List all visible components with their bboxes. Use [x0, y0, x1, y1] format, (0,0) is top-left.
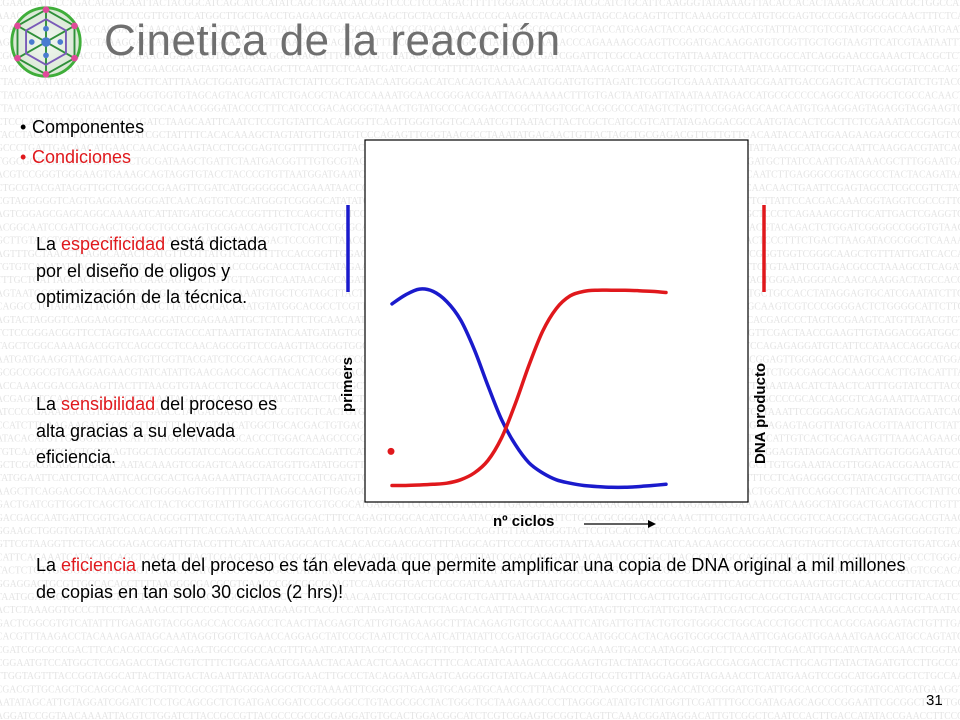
- paragraph-eficiencia: La eficiencia neta del proceso es tán el…: [36, 552, 916, 606]
- background-sequence-row: GGAAGCTGGGTGGTAATATCGAACAAGGTTTTCACGAAAA…: [0, 525, 960, 537]
- background-sequence-row: CACGTTTAAGACCTACAAAGAATAGCAAATAGGTGGTCTG…: [0, 631, 960, 643]
- bullet-condiciones-label: Condiciones: [32, 147, 132, 167]
- bullet-dot: •: [20, 147, 27, 167]
- chart-frame: [364, 139, 749, 503]
- highlight-eficiencia: eficiencia: [61, 555, 137, 575]
- background-sequence-row: AGGCTAAAGTGAAACTAAAGGACCACAGGGTCTGGAACGT…: [0, 37, 960, 49]
- paragraph-text: La: [36, 394, 62, 414]
- background-sequence-row: TTAATCTCTACCGGTCAACGCCCTCGCACAACGGGATACC…: [0, 103, 960, 115]
- product-curve: [390, 288, 668, 488]
- background-sequence-row: GGAGGACTGCGTTGCCACACCTTTTAAGGGCGACGCGTCA…: [0, 578, 960, 590]
- background-sequence-row: TACCTACCGTCTTTGCGTATTCATCGCTATTTTCACACAA…: [0, 129, 960, 141]
- background-sequence-row: GACTCGGCGTGTCATATTTTGAGATGTACGGAGCCACCGA…: [0, 617, 960, 629]
- background-sequence-row: CGGAGAATGAAGACCTGGTCCAAACCGAATCCGTAATATA…: [0, 50, 960, 62]
- y-axis-label-product: DNA producto: [752, 363, 769, 464]
- bullet-componentes: • Componentes: [20, 117, 144, 138]
- x-axis-label: nº ciclos: [493, 513, 554, 530]
- background-sequence-row: AATATAGCATTGTAGGATCGGATCTCCTGCAGCGCTCTGA…: [0, 697, 960, 709]
- bullet-componentes-label: Componentes: [32, 117, 145, 137]
- background-sequence-row: ACTCTAAAGGTGCCCTTCCTACAAAGCCTTCCCGCTCGGA…: [0, 604, 960, 616]
- background-sequence-row: TACTCTGTTGCGGATGCTATAGGTTCGGCTGATCTCCCCG…: [0, 565, 960, 577]
- background-sequence-row: CGATCGGCGCCGACTTCACACGCCGGCAAGACTGGCCGGC…: [0, 644, 960, 656]
- background-sequence-row: CTCCCATATGAACAGCCGCCAAGATCTAAGCAATTCAATC…: [0, 116, 960, 128]
- y-axis-label-primers: primers: [339, 357, 356, 412]
- highlight-sensibilidad: sensibilidad: [61, 394, 156, 414]
- paragraph-text: neta del proceso es tán elevada que perm…: [36, 555, 906, 602]
- pcr-kinetics-chart: primers DNA producto nº ciclos: [339, 139, 769, 530]
- background-sequence-row: CGACGTTGCAGCTGCAGGCACAGCTGTTCCGCCGTTAGGG…: [0, 683, 960, 695]
- background-sequence-row: AGGATCCGGTAACAAAATTACGTCTGGATCTTACCGCCGT…: [0, 710, 960, 720]
- background-sequence-row: CATTCACAAATCATACTGCAGCTCAGCTTTTAGTCGAGCT…: [0, 551, 960, 563]
- paragraph-especificidad: La especificidad está dictada por el dis…: [36, 231, 298, 311]
- background-sequence-row: GTTCGTAAGGTTCTGCAGCGAGACGGATTGTACGTTTCAT…: [0, 538, 960, 550]
- x-axis-arrow-head: [648, 520, 656, 528]
- background-sequence-row: CGAACGATGCCTGACAGAGCAATTACTACGGCATCAGCAT…: [0, 0, 960, 9]
- chart-series-group: [387, 287, 668, 490]
- background-sequence-row: AAACAGCCGTGCATGCTGCTTCCGTTGTGTCATGGCTTGC…: [0, 10, 960, 22]
- page-title: Cinetica de la reacción: [104, 16, 561, 65]
- paragraph-sensibilidad: La sensibilidad del proceso es alta grac…: [36, 391, 298, 471]
- page-number: 31: [926, 692, 943, 709]
- highlight-especificidad: especificidad: [61, 234, 166, 254]
- paragraph-text: está dictada por el diseño de oligos y o…: [36, 234, 268, 307]
- initial-template-point: [387, 447, 395, 455]
- background-sequence-row: TTGGTAGTTTACCGGTAGGCATTACTTATGACTAGAATTA…: [0, 670, 960, 682]
- bullet-dot: •: [20, 117, 27, 137]
- background-sequence-row: TTATCGGAGATGAGAAACTGGGGGTGGTGTAGCAGTACAG…: [0, 89, 960, 101]
- background-sequence-row: GACGAGCAATGATTCGGTGACCGACGCGGTTATCCTGTAA…: [0, 512, 960, 524]
- background-sequence-row: TAATGGAAAGACCTGTACTTTCTTTCCATTATACGAGGGT…: [0, 591, 960, 603]
- background-sequence-row: TCAAACCTTGGACACCAGGAGGCAACCAGAACCGTTAATT…: [0, 23, 960, 35]
- virus-logo-icon: [10, 6, 82, 78]
- bullet-condiciones: • Condiciones: [20, 147, 131, 168]
- background-sequence-row: CGGAATGTCCATGGCTCCGAGACCTAGCTGTCTTTCTGGA…: [0, 657, 960, 669]
- background-sequence-row: TAGGATGGTCGAATACACGTTACGAACGGAGTAGTGAGAC…: [0, 63, 960, 75]
- background-sequence-row: TTACAGAATATACAAGCTTGTACTTCATTTAAGCTGGATG…: [0, 76, 960, 88]
- paragraph-text: del proceso es alta gracias a su elevada…: [36, 394, 278, 467]
- primers-curve: [390, 287, 668, 490]
- paragraph-text: La: [36, 555, 62, 575]
- paragraph-text: La: [36, 234, 62, 254]
